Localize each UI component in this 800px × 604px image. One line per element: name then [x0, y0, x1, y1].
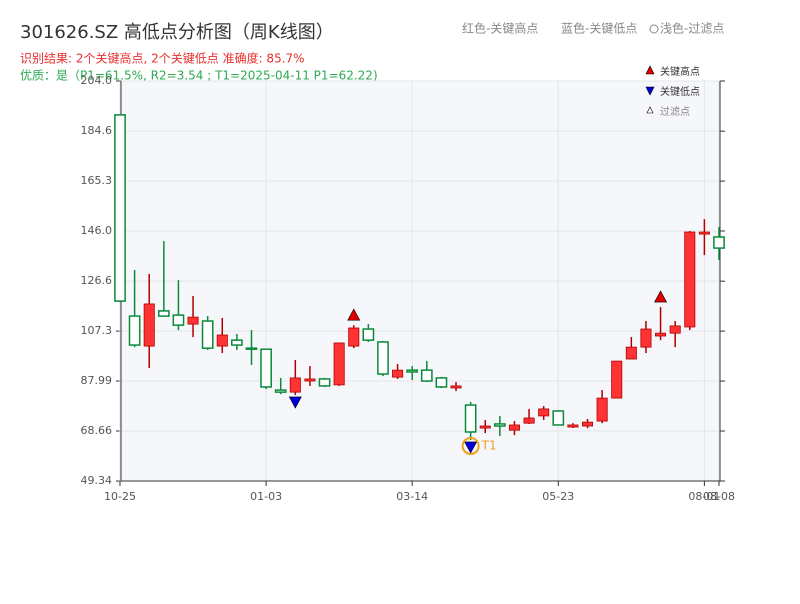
legend-icon [649, 24, 659, 34]
candle-body [304, 378, 316, 382]
x-tick-label: 10-25 [104, 490, 136, 503]
chart-title: 301626.SZ 高低点分析图（周K线图） [20, 22, 334, 43]
candle-body [640, 328, 652, 348]
legend-icon [645, 86, 655, 96]
candle-body [348, 327, 360, 347]
legend-label: 过滤点 [660, 105, 690, 118]
key-low-marker [288, 396, 302, 409]
candle-body [713, 236, 725, 249]
x-tick-label: 08-08 [703, 490, 735, 503]
y-tick-label: 126.6 [81, 274, 113, 287]
candle-body [157, 310, 170, 317]
candle-body [143, 303, 155, 347]
key-high-marker [347, 308, 361, 321]
x-tick-label: 01-03 [250, 490, 282, 503]
legend-icon [646, 106, 654, 114]
candle-body [493, 423, 506, 427]
annotation-label: T1 [481, 438, 497, 452]
candle-body [581, 421, 594, 427]
candle-body [392, 369, 404, 378]
candle-body [435, 377, 448, 388]
header-legend: 红色-关键高点 [462, 21, 538, 36]
candle-body [362, 328, 375, 341]
header-legend: 浅色-过滤点 [660, 22, 724, 36]
candle-body [260, 348, 272, 388]
candle-body [611, 360, 623, 399]
key-low-marker [464, 441, 478, 454]
x-tick-label: 03-14 [396, 490, 428, 503]
candle-body [508, 424, 520, 431]
y-tick-label: 165.3 [81, 174, 113, 187]
candle-body [464, 404, 477, 433]
candle-body [216, 334, 228, 347]
candle-body [245, 347, 258, 350]
candle-body [684, 231, 696, 328]
legend-label: 关键高点 [660, 65, 700, 78]
candle-body [450, 385, 462, 389]
subtitle: 优质：是（P1=61.5%, R2=3.54 ; T1=2025-04-11 P… [20, 69, 378, 83]
candle-body [698, 231, 710, 235]
y-tick-label: 87.99 [81, 374, 113, 387]
candle-body [318, 378, 331, 387]
candle-body [523, 417, 535, 424]
candle-body [128, 315, 141, 346]
candle-body [596, 397, 608, 422]
candle-body [201, 320, 214, 349]
y-tick-label: 107.3 [81, 324, 113, 337]
x-tick-label: 08-01 [688, 490, 720, 503]
candle-body [172, 314, 185, 326]
legend-label: 关键低点 [660, 85, 700, 98]
candle-body [114, 114, 126, 302]
key-high-marker [654, 290, 668, 303]
annotation-circle [461, 436, 480, 455]
candle-body [187, 316, 199, 325]
candle-body [274, 389, 287, 393]
subtitle: 识别结果: 2个关键高点, 2个关键低点 准确度: 85.7% [20, 51, 305, 66]
candle-body [552, 410, 565, 426]
candle-body [406, 369, 419, 373]
candle-body [289, 377, 301, 393]
y-tick-label: 68.66 [81, 424, 113, 437]
header-legend: 蓝色-关键低点 [561, 22, 637, 36]
y-tick-label: 49.34 [81, 474, 113, 487]
candle-body [669, 325, 681, 334]
candle-body [625, 346, 637, 360]
candle-body [377, 341, 389, 375]
y-tick-label: 146.0 [81, 224, 113, 237]
candle-body [333, 342, 345, 386]
candle-body [655, 332, 667, 337]
candle-body [420, 369, 433, 382]
legend-icon [645, 65, 655, 75]
candle-body [538, 408, 550, 417]
candle-body [567, 424, 579, 428]
x-tick-label: 05-23 [542, 490, 574, 503]
candle-body [231, 339, 243, 346]
y-tick-label: 204.0 [81, 74, 113, 87]
y-tick-label: 184.6 [81, 124, 113, 137]
candle-body [479, 425, 491, 429]
